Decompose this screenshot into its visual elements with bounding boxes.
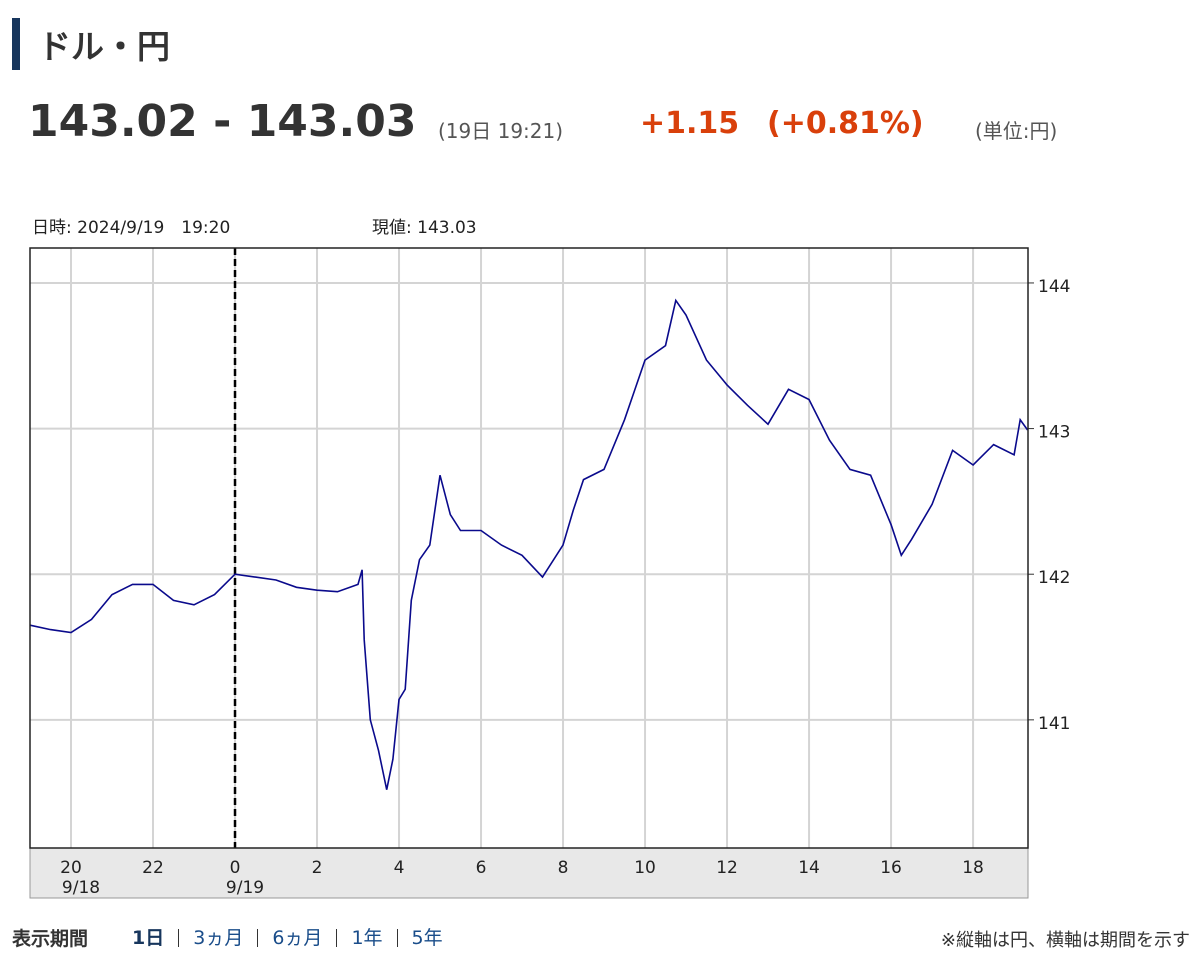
period-option[interactable]: 3ヵ月 [178,928,257,947]
unit: (単位:円) [975,119,1058,143]
note: ※縦軸は円、横軸は期間を示す [940,930,1190,951]
period-label: 表示期間 [12,928,89,950]
price: 143.02 - 143.03 [28,96,417,147]
chart: 日時: 2024/9/19 19:20 現値: 143.03 141142143… [29,218,1070,899]
period-option[interactable]: 5年 [396,928,457,947]
x-tick-label: 0 [230,858,241,878]
date-label: 9/18 [62,878,100,898]
plot-frame [29,247,1029,849]
timestamp: (19日 19:21) [438,119,564,143]
y-tick-label: 142 [1038,568,1070,588]
change-pct: (+0.81%) [767,106,924,141]
change: +1.15 [640,106,740,141]
title-bar [12,18,20,70]
x-tick-label: 2 [312,858,323,878]
x-tick-label: 6 [476,858,487,878]
x-tick-label: 4 [394,858,405,878]
x-tick-label: 18 [962,858,984,878]
period-option[interactable]: 1日 [132,926,165,949]
period-option[interactable]: 6ヵ月 [257,928,336,947]
x-tick-label: 22 [142,858,164,878]
x-tick-label: 20 [60,858,82,878]
period-option[interactable]: 1年 [336,928,396,947]
x-tick-label: 8 [558,858,569,878]
info-value: 現値: 143.03 [372,218,477,238]
x-axis-band [29,847,1029,899]
x-tick-label: 10 [634,858,656,878]
info-time: 日時: 2024/9/19 19:20 [32,218,230,238]
y-tick-label: 141 [1038,714,1070,734]
title: ドル・円 [38,27,170,66]
y-tick-label: 144 [1038,277,1070,297]
y-tick-label: 143 [1038,423,1070,443]
footer: 表示期間 1日 3ヵ月 6ヵ月 1年 5年 [12,924,457,951]
x-tick-label: 12 [716,858,738,878]
price-line [29,298,1029,790]
date-label: 9/19 [226,878,264,898]
x-tick-label: 14 [798,858,820,878]
x-tick-label: 16 [880,858,902,878]
